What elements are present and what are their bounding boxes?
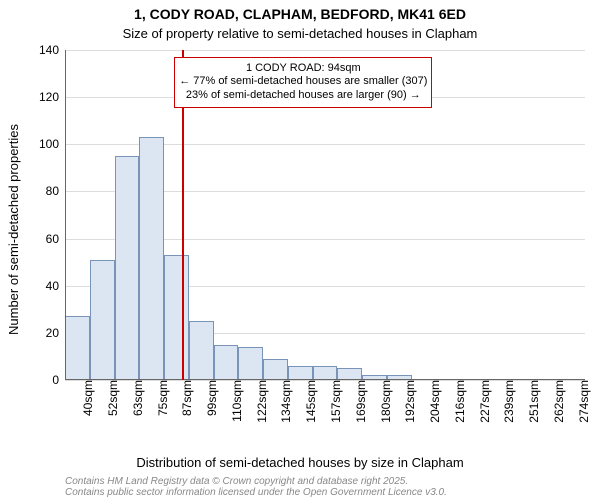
- callout-line-1: 1 CODY ROAD: 94sqm: [179, 62, 427, 76]
- histogram-bar: [164, 255, 189, 380]
- x-tick-label: 204sqm: [424, 380, 442, 423]
- x-tick-label: 180sqm: [375, 380, 393, 423]
- y-tick-label: 0: [52, 373, 65, 387]
- x-tick-label: 145sqm: [300, 380, 318, 423]
- y-tick-label: 60: [46, 232, 65, 246]
- y-axis-line: [65, 50, 66, 380]
- x-tick-label: 192sqm: [399, 380, 417, 423]
- x-tick-label: 122sqm: [251, 380, 269, 423]
- y-tick-label: 100: [39, 137, 65, 151]
- y-tick-label: 20: [46, 326, 65, 340]
- chart-title-line1: 1, CODY ROAD, CLAPHAM, BEDFORD, MK41 6ED: [0, 6, 600, 22]
- x-tick-label: 274sqm: [573, 380, 591, 423]
- histogram-bar: [263, 359, 288, 380]
- histogram-bar: [238, 347, 263, 380]
- x-tick-label: 262sqm: [548, 380, 566, 423]
- callout-line-3: 23% of semi-detached houses are larger (…: [179, 89, 427, 103]
- histogram-bar: [139, 137, 164, 380]
- chart-container: { "title_line1": "1, CODY ROAD, CLAPHAM,…: [0, 0, 600, 500]
- x-tick-label: 75sqm: [152, 380, 170, 416]
- histogram-bar: [65, 316, 90, 380]
- x-tick-label: 157sqm: [325, 380, 343, 423]
- chart-plot-area: 02040608010012014040sqm52sqm63sqm75sqm87…: [65, 50, 585, 380]
- x-tick-label: 134sqm: [275, 380, 293, 423]
- x-tick-label: 87sqm: [176, 380, 194, 416]
- histogram-bar: [313, 366, 338, 380]
- histogram-bar: [214, 345, 239, 380]
- x-tick-label: 227sqm: [474, 380, 492, 423]
- x-tick-label: 63sqm: [127, 380, 145, 416]
- x-tick-label: 216sqm: [449, 380, 467, 423]
- y-tick-label: 140: [39, 43, 65, 57]
- x-tick-label: 169sqm: [350, 380, 368, 423]
- footnote-text: Contains HM Land Registry data © Crown c…: [65, 476, 447, 498]
- gridline: [65, 50, 585, 51]
- histogram-bar: [115, 156, 140, 380]
- y-axis-label: Number of semi-detached properties: [6, 124, 21, 335]
- histogram-bar: [288, 366, 313, 380]
- x-axis-line: [65, 379, 585, 380]
- chart-title-line2: Size of property relative to semi-detach…: [0, 26, 600, 41]
- histogram-bar: [189, 321, 214, 380]
- callout-box: 1 CODY ROAD: 94sqm← 77% of semi-detached…: [174, 57, 432, 108]
- x-axis-label: Distribution of semi-detached houses by …: [0, 455, 600, 470]
- x-tick-label: 99sqm: [201, 380, 219, 416]
- y-tick-label: 80: [46, 184, 65, 198]
- callout-line-2: ← 77% of semi-detached houses are smalle…: [179, 75, 427, 89]
- histogram-bar: [90, 260, 115, 380]
- x-tick-label: 239sqm: [498, 380, 516, 423]
- x-tick-label: 110sqm: [226, 380, 244, 422]
- plot-region: 02040608010012014040sqm52sqm63sqm75sqm87…: [65, 50, 585, 380]
- x-tick-label: 251sqm: [523, 380, 541, 423]
- x-tick-label: 40sqm: [77, 380, 95, 416]
- x-tick-label: 52sqm: [102, 380, 120, 416]
- y-tick-label: 120: [39, 90, 65, 104]
- y-tick-label: 40: [46, 279, 65, 293]
